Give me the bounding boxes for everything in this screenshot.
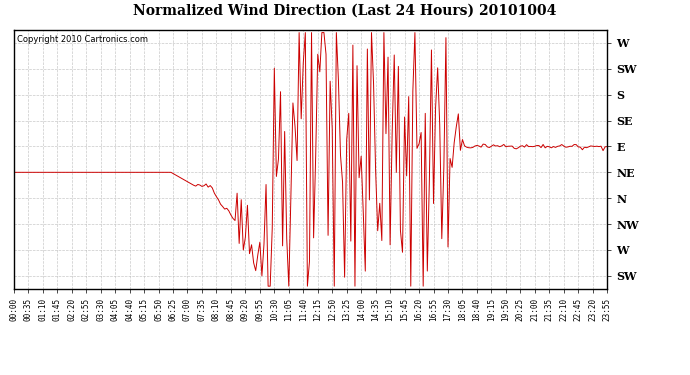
Text: Normalized Wind Direction (Last 24 Hours) 20101004: Normalized Wind Direction (Last 24 Hours… bbox=[133, 4, 557, 18]
Text: Copyright 2010 Cartronics.com: Copyright 2010 Cartronics.com bbox=[17, 35, 148, 44]
